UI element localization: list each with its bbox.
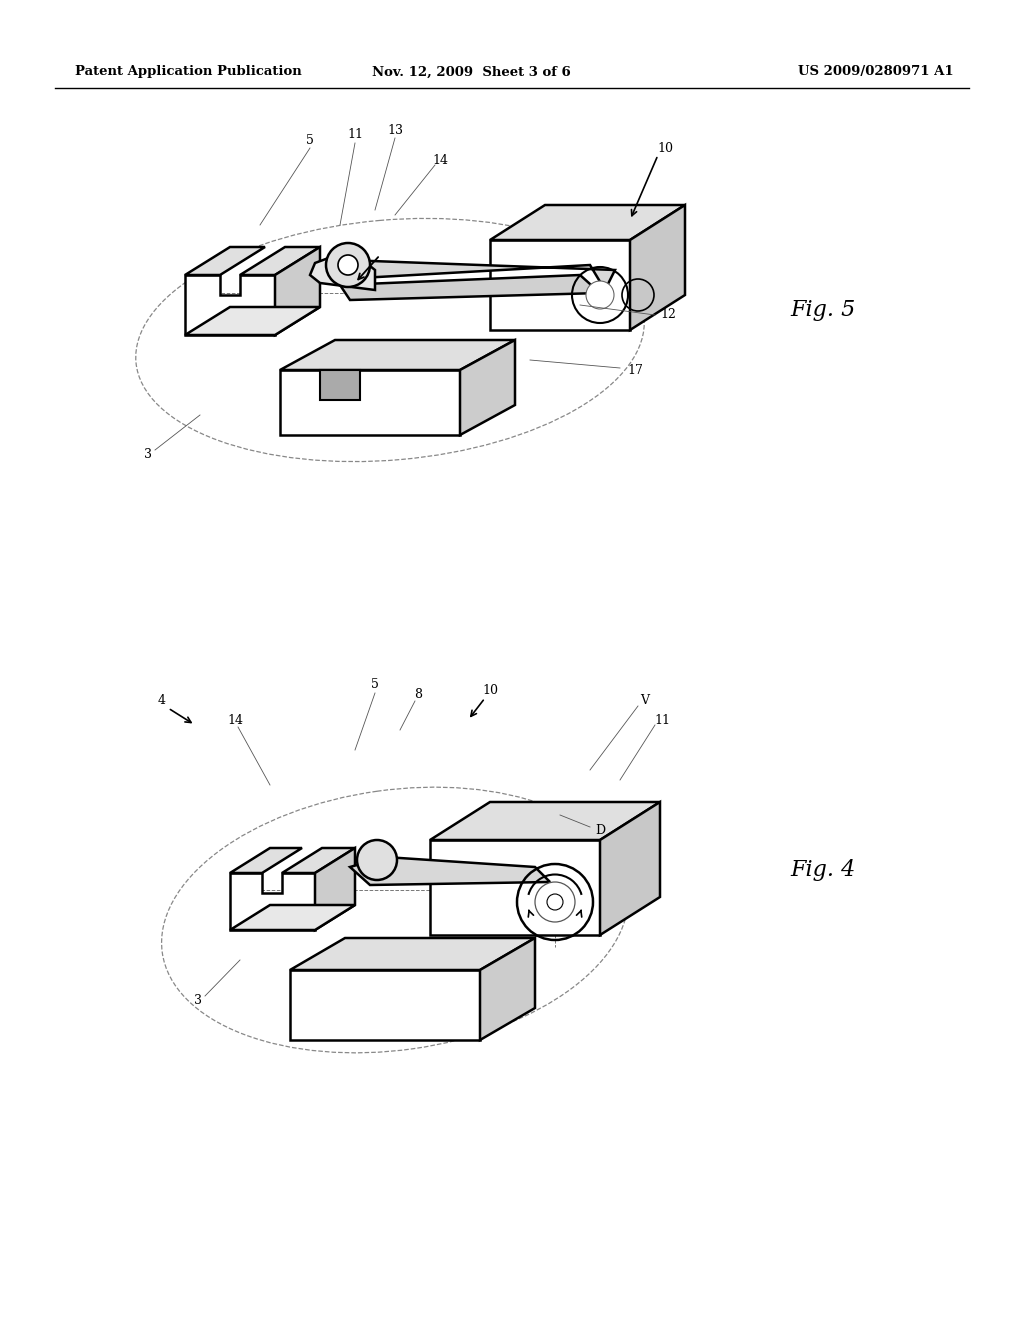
Text: 14: 14: [227, 714, 243, 726]
Polygon shape: [319, 370, 360, 400]
Polygon shape: [282, 847, 355, 873]
Text: Fig. 4: Fig. 4: [790, 859, 855, 880]
Text: 11: 11: [654, 714, 670, 726]
Polygon shape: [460, 341, 515, 436]
Text: 12: 12: [660, 309, 676, 322]
Polygon shape: [490, 205, 685, 240]
Polygon shape: [280, 370, 460, 436]
Polygon shape: [230, 847, 302, 873]
Text: D: D: [595, 824, 605, 837]
Polygon shape: [310, 249, 375, 290]
Polygon shape: [315, 847, 355, 931]
Text: Fig. 5: Fig. 5: [790, 300, 855, 321]
Polygon shape: [230, 906, 355, 931]
Circle shape: [326, 243, 370, 286]
Polygon shape: [290, 970, 480, 1040]
Text: 3: 3: [144, 449, 152, 462]
Polygon shape: [340, 275, 600, 300]
Text: 3: 3: [194, 994, 202, 1006]
Polygon shape: [185, 308, 319, 335]
Polygon shape: [480, 939, 535, 1040]
Polygon shape: [185, 247, 265, 275]
Text: US 2009/0280971 A1: US 2009/0280971 A1: [799, 66, 954, 78]
Text: 17: 17: [627, 363, 643, 376]
Polygon shape: [630, 205, 685, 330]
Polygon shape: [490, 240, 630, 330]
Circle shape: [547, 894, 563, 909]
Polygon shape: [230, 873, 315, 931]
Polygon shape: [600, 803, 660, 935]
Polygon shape: [280, 341, 515, 370]
Text: Nov. 12, 2009  Sheet 3 of 6: Nov. 12, 2009 Sheet 3 of 6: [372, 66, 570, 78]
Text: 5: 5: [371, 678, 379, 692]
Text: 10: 10: [657, 141, 673, 154]
Polygon shape: [290, 939, 535, 970]
Text: 11: 11: [347, 128, 362, 141]
Polygon shape: [240, 247, 319, 275]
Circle shape: [338, 255, 358, 275]
Polygon shape: [185, 275, 275, 335]
Polygon shape: [430, 803, 660, 840]
Circle shape: [357, 840, 397, 880]
Text: Patent Application Publication: Patent Application Publication: [75, 66, 302, 78]
Text: 8: 8: [414, 689, 422, 701]
Circle shape: [586, 281, 614, 309]
Circle shape: [535, 882, 575, 921]
Polygon shape: [350, 857, 550, 884]
Polygon shape: [275, 247, 319, 335]
Text: 14: 14: [432, 153, 449, 166]
Polygon shape: [430, 840, 600, 935]
Polygon shape: [315, 260, 615, 290]
Text: 13: 13: [387, 124, 403, 136]
Text: V: V: [640, 693, 649, 706]
Text: 10: 10: [482, 684, 498, 697]
Text: 5: 5: [306, 133, 314, 147]
Text: 4: 4: [158, 693, 166, 706]
